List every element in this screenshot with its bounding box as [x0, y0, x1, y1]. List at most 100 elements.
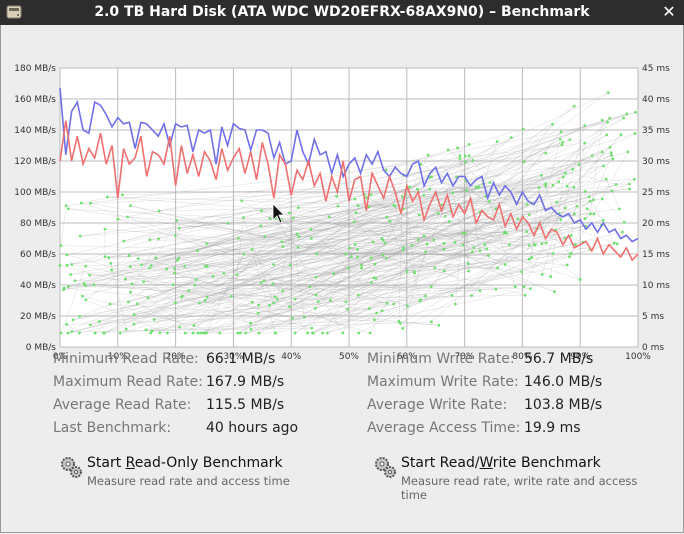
access-time-point	[374, 276, 378, 280]
access-time-point	[64, 204, 68, 208]
access-trace-line	[269, 218, 591, 250]
access-trace-line	[462, 183, 630, 234]
access-trace-line	[475, 125, 585, 188]
access-trace-line	[402, 196, 528, 205]
access-time-point	[157, 209, 161, 213]
access-time-point	[401, 195, 404, 198]
access-time-point	[70, 330, 74, 333]
access-trace-line	[366, 197, 506, 265]
access-time-point	[604, 177, 608, 181]
access-time-point	[126, 300, 130, 304]
start-read-only-benchmark-button[interactable]: Start Read-Only Benchmark Measure read r…	[59, 455, 339, 495]
access-trace-line	[333, 249, 403, 274]
access-time-point	[505, 231, 508, 235]
access-time-point	[426, 153, 430, 157]
access-time-point	[287, 211, 291, 215]
access-time-point	[130, 282, 134, 286]
access-time-point	[380, 309, 384, 313]
access-trace-line	[90, 183, 546, 204]
access-trace-line	[154, 295, 472, 320]
access-trace-line	[200, 316, 305, 334]
access-trace-line	[471, 134, 622, 296]
access-trace-line	[79, 266, 208, 317]
access-trace-line	[277, 218, 294, 300]
access-time-point	[443, 214, 447, 218]
access-time-point	[549, 275, 553, 278]
access-trace-line	[444, 253, 572, 272]
start-read-write-benchmark-button[interactable]: Start Read/Write Benchmark Measure read …	[373, 455, 663, 503]
access-trace-line	[400, 244, 536, 324]
access-trace-line	[398, 176, 457, 322]
access-trace-line	[364, 194, 445, 250]
access-trace-line	[361, 105, 575, 269]
access-trace-line	[373, 203, 533, 278]
access-time-point	[103, 227, 107, 231]
access-time-point	[69, 273, 73, 276]
access-time-point	[572, 185, 576, 189]
access-time-point	[152, 318, 156, 321]
access-time-point	[150, 329, 154, 333]
y-right-tick-label: 20 ms	[642, 219, 670, 229]
access-time-point	[73, 279, 77, 283]
access-time-point	[92, 283, 96, 287]
read-write-description: Measure read rate, write rate and access…	[401, 474, 638, 502]
access-time-point	[617, 207, 621, 211]
access-trace-line	[454, 165, 604, 243]
access-time-point	[218, 331, 222, 335]
access-time-point	[82, 282, 86, 285]
access-time-point	[583, 124, 587, 127]
access-time-point	[257, 331, 261, 335]
access-time-point	[202, 331, 206, 335]
access-time-point	[314, 293, 318, 297]
access-trace-line	[197, 231, 623, 334]
access-trace-line	[192, 212, 290, 334]
access-time-point	[187, 289, 191, 293]
access-time-point	[634, 110, 638, 114]
access-time-point	[628, 187, 632, 191]
access-trace-line	[130, 292, 149, 299]
stat-last-benchmark-value: 40 hours ago	[206, 420, 299, 436]
access-trace-line	[273, 247, 299, 265]
access-trace-line	[194, 213, 559, 286]
access-trace-line	[85, 285, 331, 301]
access-trace-line	[315, 243, 428, 278]
access-trace-line	[130, 266, 176, 303]
access-time-point	[336, 204, 340, 208]
access-time-point	[178, 325, 182, 329]
access-time-point	[551, 183, 555, 187]
access-time-point	[180, 294, 184, 298]
access-time-point	[192, 324, 196, 327]
access-time-point	[105, 195, 109, 199]
access-time-point	[71, 318, 75, 322]
access-time-point	[401, 248, 405, 252]
access-time-point	[78, 315, 82, 318]
access-time-point	[451, 191, 455, 195]
close-icon[interactable]: ✕	[662, 2, 676, 21]
access-time-point	[513, 285, 517, 289]
access-time-point	[573, 243, 577, 247]
access-trace-line	[67, 264, 274, 266]
access-trace-line	[166, 112, 636, 270]
access-trace-line	[133, 271, 522, 325]
y-left-tick-label: 100 MB/s	[14, 188, 56, 198]
access-trace-line	[289, 212, 305, 318]
access-trace-line	[475, 92, 609, 188]
gears-icon	[61, 457, 82, 478]
access-trace-line	[120, 243, 428, 334]
access-trace-line	[206, 295, 453, 334]
access-trace-line	[129, 213, 439, 256]
access-time-point	[516, 217, 520, 221]
access-time-point	[466, 262, 470, 266]
access-time-point	[311, 331, 315, 335]
access-trace-line	[203, 155, 612, 334]
access-trace-line	[294, 185, 554, 334]
access-time-point	[467, 269, 471, 273]
access-time-point	[521, 127, 525, 131]
access-trace-line	[289, 155, 593, 307]
access-time-point	[288, 305, 292, 309]
access-trace-line	[272, 238, 383, 284]
access-time-point	[385, 215, 389, 219]
access-trace-line	[223, 273, 253, 303]
access-time-point	[551, 123, 554, 126]
access-trace-line	[274, 199, 471, 298]
